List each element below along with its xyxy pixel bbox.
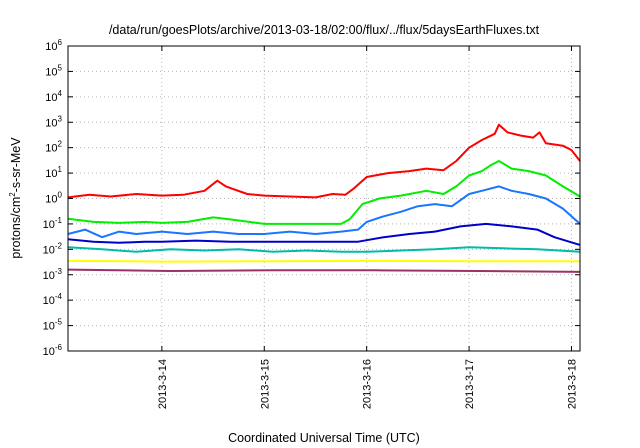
y-tick-base: 10 bbox=[43, 270, 55, 282]
y-tick-base: 10 bbox=[45, 194, 57, 206]
y-tick-exp: 4 bbox=[58, 89, 63, 98]
y-tick-base: 10 bbox=[45, 117, 57, 129]
y-tick-exp: 6 bbox=[58, 38, 63, 47]
x-tick-label: 2013-3-15 bbox=[259, 359, 271, 409]
y-tick-label: 10-3 bbox=[43, 267, 63, 282]
x-tick-label: 2013-3-18 bbox=[566, 359, 578, 409]
y-tick-label: 101 bbox=[45, 165, 62, 180]
y-axis-label-main: protons/cm bbox=[9, 197, 23, 259]
y-tick-exp: 0 bbox=[58, 191, 63, 200]
y-tick-label: 104 bbox=[45, 89, 62, 104]
y-tick-exp: -5 bbox=[55, 318, 63, 327]
y-tick-exp: 3 bbox=[58, 114, 63, 123]
y-tick-base: 10 bbox=[43, 219, 55, 231]
x-tick-label: 2013-3-17 bbox=[464, 359, 476, 409]
y-tick-base: 10 bbox=[43, 346, 55, 358]
chart-title: /data/run/goesPlots/archive/2013-03-18/0… bbox=[109, 23, 540, 37]
y-tick-label: 10-5 bbox=[43, 318, 63, 333]
series-line-5 bbox=[67, 246, 581, 253]
grid-lines bbox=[68, 46, 580, 351]
y-tick-base: 10 bbox=[45, 92, 57, 104]
y-tick-base: 10 bbox=[45, 143, 57, 155]
y-tick-exp: 5 bbox=[58, 63, 63, 72]
x-tick-label: 2013-3-16 bbox=[362, 359, 374, 409]
axis-ticks: 10610510410310210110010-110-210-310-410-… bbox=[43, 38, 580, 409]
series-line-3 bbox=[67, 185, 581, 239]
y-tick-label: 102 bbox=[45, 140, 62, 155]
y-tick-exp: 1 bbox=[58, 165, 63, 174]
series-line-1 bbox=[67, 123, 581, 199]
series-line-2 bbox=[67, 160, 581, 225]
y-tick-exp: -6 bbox=[55, 343, 63, 352]
series-layer bbox=[67, 123, 581, 273]
y-axis-label-rest: -s-sr-MeV bbox=[9, 137, 23, 193]
y-tick-label: 103 bbox=[45, 114, 62, 129]
y-tick-exp: -1 bbox=[55, 216, 63, 225]
y-tick-base: 10 bbox=[45, 41, 57, 53]
y-tick-base: 10 bbox=[45, 168, 57, 180]
y-tick-exp: -3 bbox=[55, 267, 63, 276]
y-tick-base: 10 bbox=[43, 244, 55, 256]
y-tick-base: 10 bbox=[43, 295, 55, 307]
y-tick-base: 10 bbox=[43, 321, 55, 333]
y-tick-label: 10-6 bbox=[43, 343, 63, 358]
y-tick-exp: 2 bbox=[58, 140, 63, 149]
y-tick-exp: -4 bbox=[55, 292, 63, 301]
y-tick-label: 10-2 bbox=[43, 241, 63, 256]
y-axis-label-sup: 2 bbox=[8, 192, 17, 197]
series-line-7 bbox=[67, 268, 581, 273]
y-tick-label: 10-4 bbox=[43, 292, 63, 307]
series-line-6 bbox=[67, 259, 580, 263]
y-tick-label: 10-1 bbox=[43, 216, 63, 231]
y-tick-label: 100 bbox=[45, 191, 62, 206]
series-line-4 bbox=[67, 222, 581, 246]
y-tick-base: 10 bbox=[45, 66, 57, 78]
x-axis-label: Coordinated Universal Time (UTC) bbox=[228, 431, 420, 445]
y-tick-label: 106 bbox=[45, 38, 62, 53]
y-tick-label: 105 bbox=[45, 63, 62, 78]
x-tick-label: 2013-3-14 bbox=[157, 359, 169, 409]
y-tick-exp: -2 bbox=[55, 241, 63, 250]
y-axis-label: protons/cm2-s-sr-MeV bbox=[8, 137, 23, 259]
